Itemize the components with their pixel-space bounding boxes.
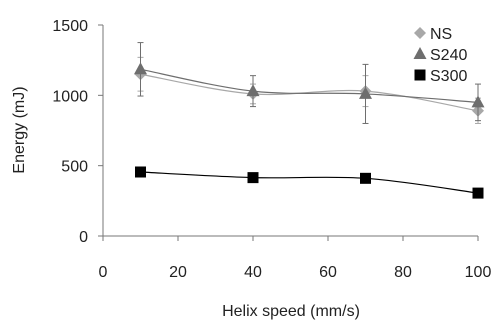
y-tick-label: 1500 [52, 18, 88, 35]
x-tick-label: 100 [465, 264, 492, 281]
y-tick-label: 0 [79, 229, 88, 246]
x-tick-label: 0 [99, 264, 108, 281]
data-point [471, 95, 485, 108]
x-tick-label: 40 [244, 264, 262, 281]
series-line [140, 68, 479, 103]
y-tick-label: 1000 [52, 88, 88, 105]
x-tick-label: 20 [169, 264, 187, 281]
plot-area [134, 42, 485, 199]
legend-marker [413, 47, 427, 59]
data-point [360, 172, 371, 184]
series-s240 [134, 42, 485, 124]
legend-item-ns: NS [414, 26, 452, 43]
legend-label: S300 [430, 68, 467, 85]
legend-item-s240: S240 [413, 47, 467, 64]
y-tick-labels: 0 500 1000 1500 [52, 18, 88, 246]
legend: NS S240 S300 [413, 26, 467, 85]
legend-label: NS [430, 26, 452, 43]
series-line [140, 73, 479, 112]
x-tick-label: 60 [319, 264, 337, 281]
legend-marker [414, 69, 426, 81]
series-line [140, 171, 479, 194]
axes [98, 24, 479, 241]
legend-label: S240 [430, 47, 467, 64]
x-axis-title: Helix speed (mm/s) [222, 303, 360, 320]
legend-marker [414, 27, 426, 39]
data-point [246, 84, 260, 97]
x-tick-label: 80 [394, 264, 412, 281]
data-point [472, 187, 484, 199]
series-s300 [135, 166, 484, 199]
data-point [135, 166, 146, 178]
y-axis-title: Energy (mJ) [11, 86, 28, 173]
y-tick-label: 500 [61, 159, 88, 176]
data-point [359, 86, 372, 99]
data-point [247, 172, 259, 184]
legend-item-s300: S300 [414, 68, 467, 85]
data-point [134, 62, 147, 75]
x-tick-labels: 0 20 40 60 80 100 [99, 264, 492, 281]
